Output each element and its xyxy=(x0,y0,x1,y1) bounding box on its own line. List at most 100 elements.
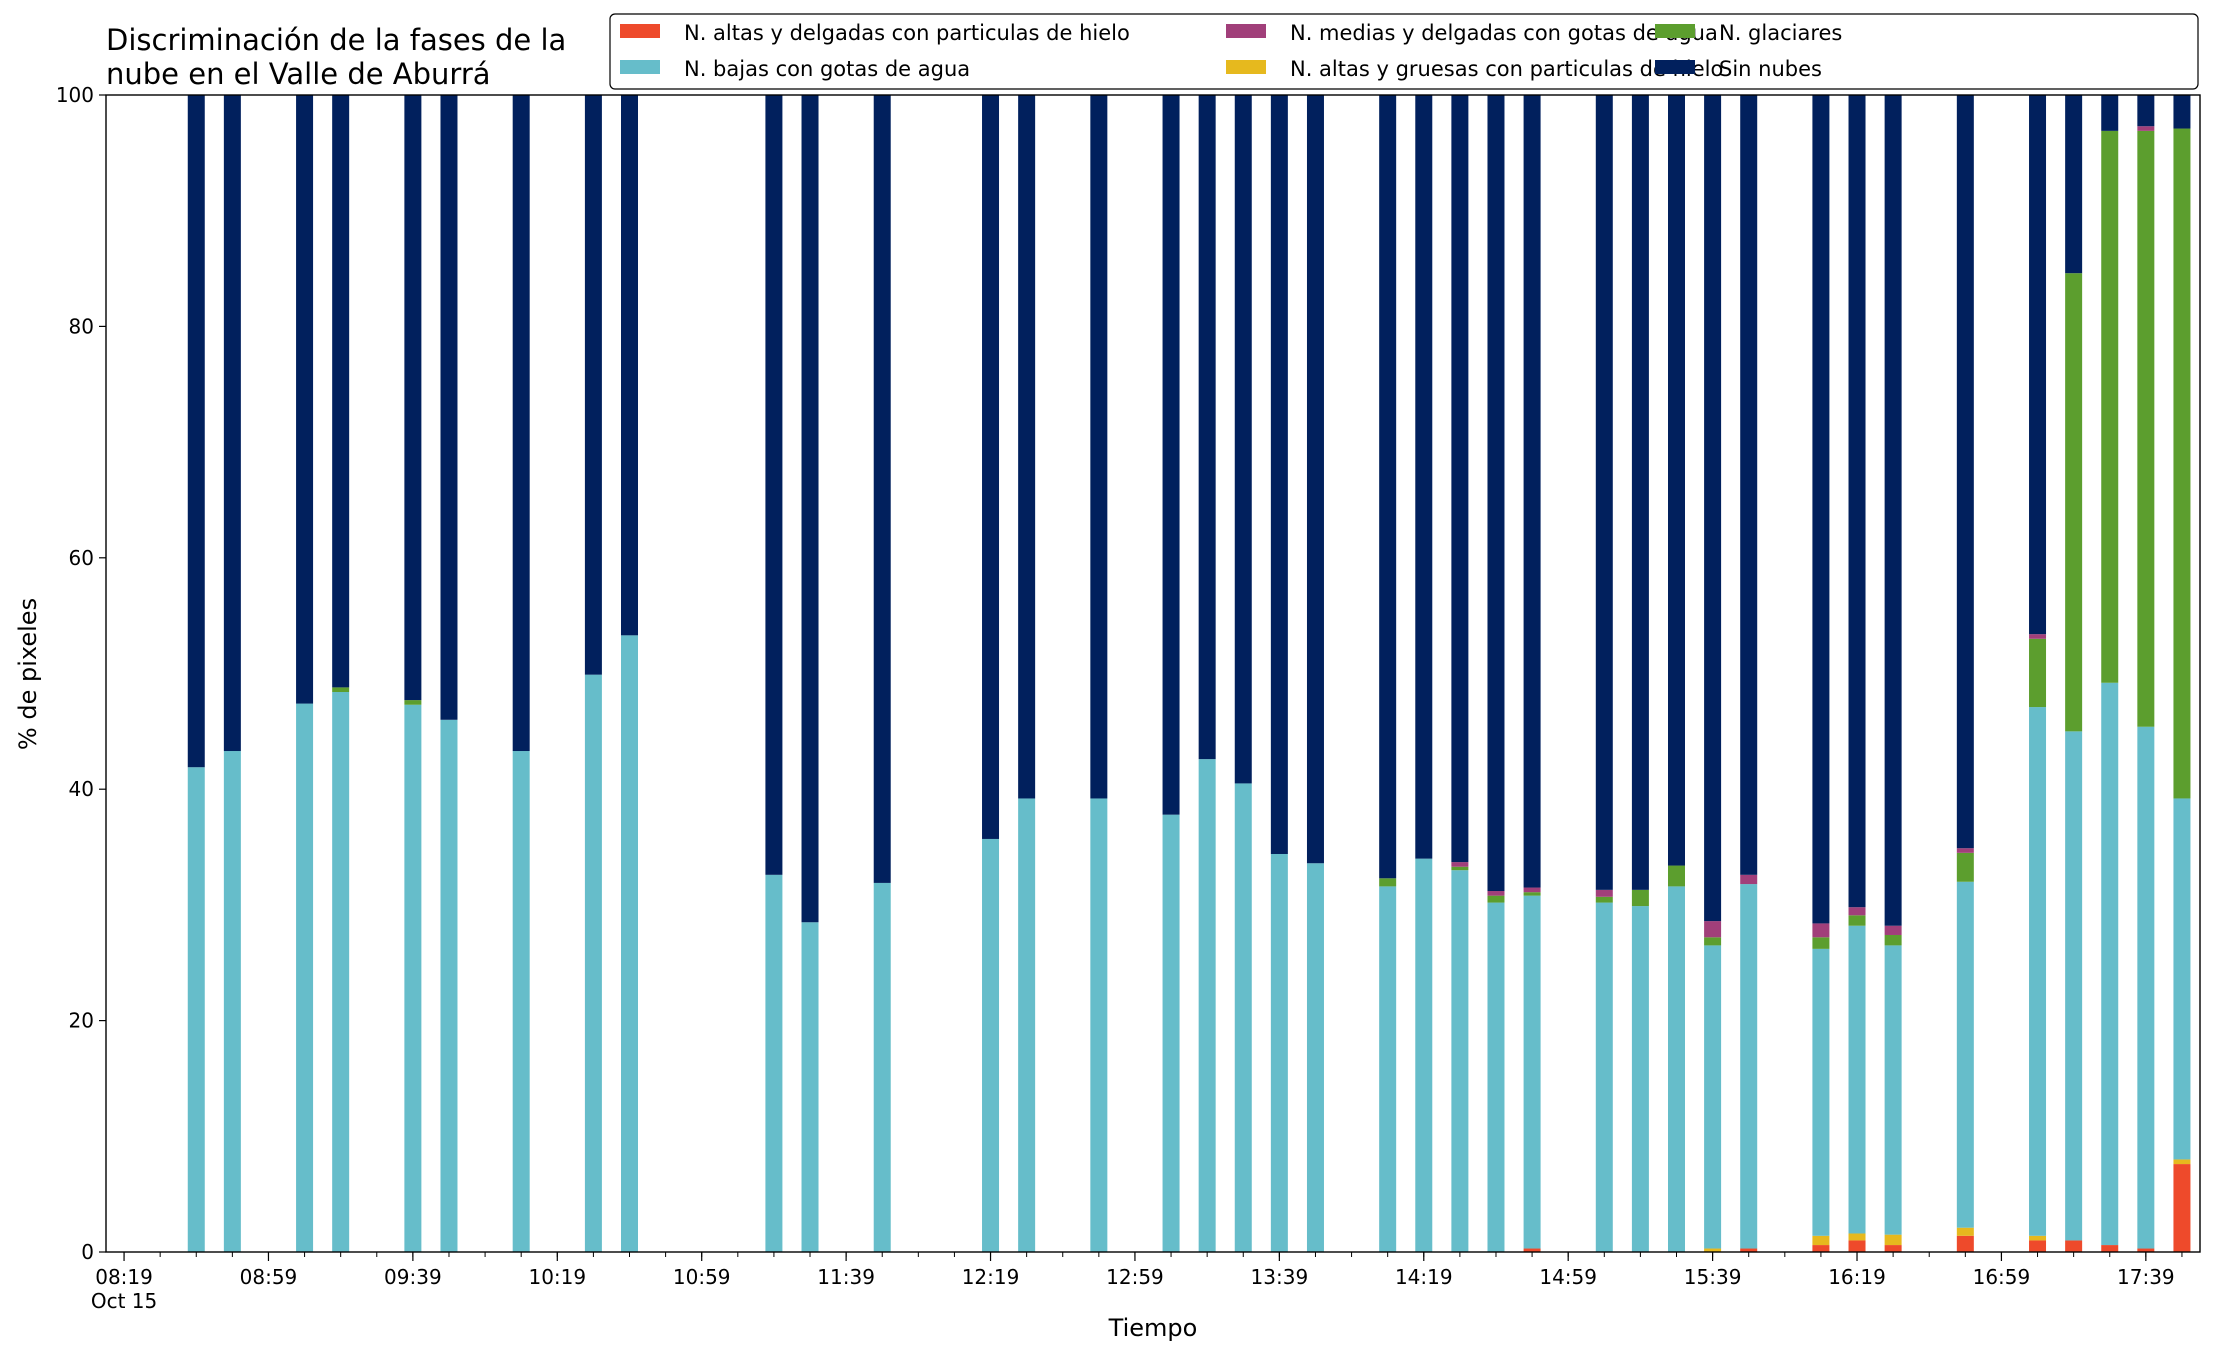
bar-stack-1039 xyxy=(621,95,638,1252)
bar-segment xyxy=(1884,95,1902,926)
chart-title-line-2: nube en el Valle de Aburrá xyxy=(106,57,491,91)
bar-stack-1409 xyxy=(1379,95,1397,1252)
bar-segment xyxy=(1704,1248,1722,1252)
y-tick-label: 0 xyxy=(81,1240,94,1264)
bar-segment xyxy=(1884,925,1902,935)
bar-segment xyxy=(1306,863,1324,1252)
y-tick-label: 20 xyxy=(69,1009,94,1033)
bar-segment xyxy=(1379,886,1397,1252)
bar-segment xyxy=(1234,95,1252,784)
bar-segment xyxy=(1487,895,1505,903)
bar-segment xyxy=(2065,95,2083,274)
bar-segment xyxy=(1018,798,1036,1252)
bar-segment xyxy=(1668,865,1685,887)
bar-segment xyxy=(765,874,783,1252)
legend-label: N. medias y delgadas con gotas de agua xyxy=(1290,21,1718,45)
bar-segment xyxy=(1812,1235,1830,1246)
bar-segment xyxy=(1668,95,1685,866)
bar-segment xyxy=(584,95,602,675)
bar-segment xyxy=(621,635,638,1252)
bar-segment xyxy=(2137,726,2155,1249)
bar-stack-1709 xyxy=(2029,95,2047,1252)
bar-stack-1629 xyxy=(1884,95,1902,1252)
bar-segment xyxy=(1198,95,1216,760)
bar-segment xyxy=(1090,798,1108,1252)
bar-segment xyxy=(1740,95,1758,875)
bar-segment xyxy=(2029,1235,2047,1241)
bar-stack-1529 xyxy=(1668,95,1685,1252)
bar-segment xyxy=(1198,759,1216,1252)
bar-segment xyxy=(1704,945,1722,1249)
bar-segment xyxy=(621,95,638,636)
bar-stack-1449 xyxy=(1523,95,1541,1252)
bar-segment xyxy=(2137,1248,2155,1252)
x-tick-label: 10:59 xyxy=(673,1265,731,1289)
bar-segment xyxy=(1812,1245,1830,1252)
bar-stack-1029 xyxy=(584,95,602,1252)
bar-stack-0839 xyxy=(187,95,205,1252)
bar-segment xyxy=(1956,852,1974,882)
bar-stack-1309 xyxy=(1162,95,1180,1252)
x-tick-label: 17:39 xyxy=(2117,1265,2175,1289)
bar-segment xyxy=(1631,906,1649,1252)
legend-swatch xyxy=(1655,24,1695,38)
bar-stack-1549 xyxy=(1740,95,1758,1252)
bar-segment xyxy=(512,751,530,1252)
bar-stack-1729 xyxy=(2101,95,2119,1252)
bar-segment xyxy=(1884,1234,1902,1246)
bar-segment xyxy=(1595,889,1613,897)
x-tick-label: 15:39 xyxy=(1684,1265,1742,1289)
legend-entry: N. bajas con gotas de agua xyxy=(620,57,970,81)
bar-stack-1609 xyxy=(1812,95,1830,1252)
bar-segment xyxy=(1848,907,1866,916)
bar-segment xyxy=(1884,934,1902,946)
bar-segment xyxy=(873,882,891,1252)
bar-segment xyxy=(1379,95,1397,879)
legend-swatch xyxy=(1226,60,1266,74)
legend-label: N. altas y delgadas con particulas de hi… xyxy=(684,21,1130,45)
bar-segment xyxy=(404,700,422,705)
legend-entry: N. altas y delgadas con particulas de hi… xyxy=(620,21,1130,45)
legend-label: N. glaciares xyxy=(1719,21,1842,45)
bar-segment xyxy=(1740,874,1758,885)
bar-segment xyxy=(1018,95,1036,799)
bar-segment xyxy=(1451,862,1469,867)
bar-stack-1539 xyxy=(1704,95,1722,1252)
bar-stack-1119 xyxy=(765,95,783,1252)
legend-label: N. bajas con gotas de agua xyxy=(684,57,970,81)
bar-segment xyxy=(801,95,819,923)
bar-stack-1719 xyxy=(2065,95,2083,1252)
x-tick-sublabel: Oct 15 xyxy=(91,1289,157,1313)
bar-stack-0909 xyxy=(296,95,314,1252)
x-tick-label: 16:59 xyxy=(1973,1265,2031,1289)
bar-segment xyxy=(1956,1227,1974,1236)
bar-segment xyxy=(1451,95,1469,863)
bar-stack-1619 xyxy=(1848,95,1866,1252)
bar-stack-1509 xyxy=(1595,95,1613,1252)
bar-segment xyxy=(1956,95,1974,849)
bar-segment xyxy=(223,95,241,752)
x-tick-label: 14:59 xyxy=(1539,1265,1597,1289)
bar-segment xyxy=(2137,130,2155,727)
y-tick-label: 80 xyxy=(69,314,94,338)
bar-segment xyxy=(2137,126,2155,131)
bar-segment xyxy=(2173,1159,2191,1165)
bar-segment xyxy=(2065,1240,2083,1252)
bar-segment xyxy=(1668,886,1685,1252)
bar-segment xyxy=(1379,878,1397,887)
bar-stack-1249 xyxy=(1090,95,1108,1252)
bar-segment xyxy=(1306,95,1324,864)
bar-stack-0939 xyxy=(404,95,422,1252)
bar-stack-1329 xyxy=(1234,95,1252,1252)
bar-segment xyxy=(1704,921,1722,938)
bar-segment xyxy=(2029,1240,2047,1252)
bar-stack-1009 xyxy=(512,95,530,1252)
plot-frame xyxy=(105,94,2201,1253)
bar-stack-0919 xyxy=(332,95,350,1252)
bar-stack-1739 xyxy=(2137,95,2155,1252)
bar-segment xyxy=(404,95,422,701)
bar-segment xyxy=(1631,889,1649,907)
bar-segment xyxy=(296,703,314,1252)
legend-swatch xyxy=(620,24,660,38)
